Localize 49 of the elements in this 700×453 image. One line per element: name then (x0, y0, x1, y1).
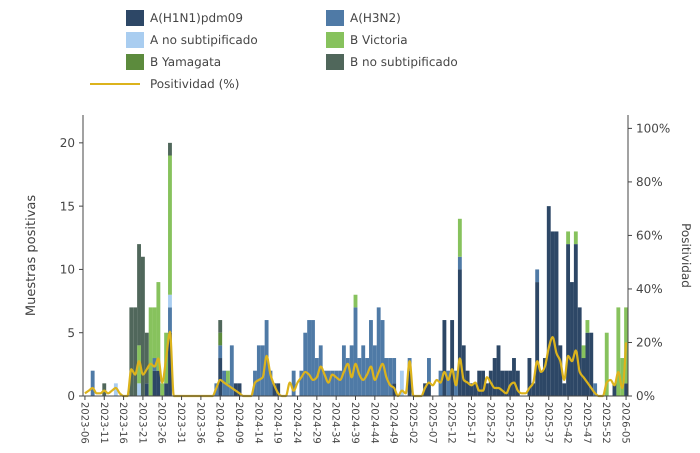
x-tick-label: 2024-04 (214, 402, 225, 444)
y2-tick-label: 80% (636, 175, 663, 190)
y-tick-label: 20 (60, 136, 75, 150)
y-tick-label: 15 (60, 199, 75, 214)
x-tick-label: 2024-09 (233, 402, 244, 444)
legend-label: A(H1N1)pdm09 (150, 11, 244, 26)
x-tick-label: 2024-29 (310, 402, 322, 444)
x-tick-label: 2023-21 (136, 402, 148, 444)
y2-tick-label: 60% (636, 228, 663, 243)
legend-label: A(H3N2) (350, 11, 401, 26)
legend-label: B no subtipificado (350, 55, 458, 70)
x-tick-label: 2024-24 (291, 402, 302, 444)
x-tick-label: 2025-37 (542, 402, 554, 444)
x-tick-label: 2024-44 (368, 402, 380, 444)
y-tick-label: 5 (67, 326, 75, 340)
y2-tick-label: 0% (636, 389, 656, 404)
x-tick-label: 2023-26 (156, 402, 167, 444)
x-tick-label: 2024-34 (330, 402, 341, 444)
y2-tick-label: 40% (636, 282, 663, 296)
x-tick-label: 2023-31 (175, 402, 186, 444)
x-tick-label: 2023-06 (78, 402, 90, 444)
x-tick-label: 2025-32 (522, 402, 534, 444)
x-tick-label: 2025-07 (426, 402, 438, 444)
x-tick-label: 2024-19 (272, 402, 283, 444)
x-tick-label: 2024-39 (349, 402, 360, 444)
x-tick-label: 2024-14 (252, 402, 264, 444)
x-tick-label: 2025-42 (562, 402, 573, 444)
x-tick-label: 2023-16 (117, 402, 128, 444)
y2-axis-title: Positividad (679, 223, 693, 288)
y-tick-label: 10 (60, 262, 75, 277)
y-tick-label: 0 (67, 389, 75, 404)
x-tick-label: 2025-02 (406, 402, 418, 444)
x-tick-label: 2023-11 (98, 402, 109, 444)
x-tick-label: 2025-17 (464, 402, 476, 444)
y2-tick-label: 20% (636, 336, 663, 350)
legend-label: B Victoria (350, 33, 408, 48)
x-tick-label: 2024-49 (388, 402, 399, 444)
x-tick-label: 2025-22 (484, 402, 496, 444)
legend-label: B Yamagata (150, 55, 222, 70)
x-tick-label: 2025-27 (504, 402, 515, 444)
legend-label: Positividad (%) (150, 77, 240, 92)
x-tick-label: 2026-05 (620, 402, 631, 444)
x-tick-label: 2025-12 (446, 402, 457, 444)
legend-label: A no subtipificado (150, 33, 258, 48)
y-axis-title: Muestras positivas (24, 194, 39, 316)
x-tick-label: 2025-47 (580, 402, 592, 444)
y2-tick-label: 100% (636, 122, 670, 136)
x-tick-label: 2025-52 (600, 402, 612, 444)
x-tick-label: 2023-36 (194, 402, 206, 444)
